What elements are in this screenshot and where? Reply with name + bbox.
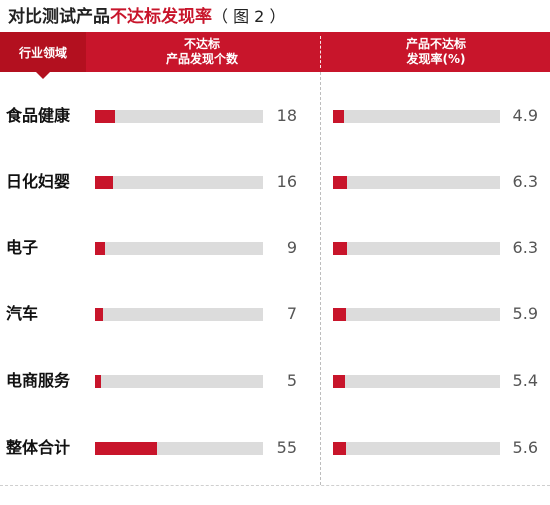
rate-bar-track xyxy=(333,110,500,123)
count-bar-track xyxy=(95,110,263,123)
count-bar xyxy=(95,110,116,123)
count-bar xyxy=(95,442,157,455)
rate-value-label: 5.4 xyxy=(512,371,538,390)
rate-bar xyxy=(333,308,347,321)
rate-bar xyxy=(333,375,345,388)
header-rate-column: 产品不达标 发现率(%) xyxy=(405,37,466,66)
count-bar xyxy=(95,176,113,189)
rate-bar-track xyxy=(333,242,500,255)
rate-bar xyxy=(333,176,347,189)
chart-title: 对比测试产品不达标发现率（ 图 2 ） xyxy=(8,4,285,30)
chart-row: 食品健康 18 4.9 xyxy=(0,96,550,136)
title-prefix: 对比测试产品 xyxy=(8,7,110,27)
rate-value-label: 5.6 xyxy=(512,438,538,457)
count-bar-track xyxy=(95,375,263,388)
chart-row: 汽车 7 5.9 xyxy=(0,294,550,334)
count-value-label: 18 xyxy=(276,106,297,125)
count-bar-track xyxy=(95,308,263,321)
category-label: 电子 xyxy=(6,238,39,257)
count-value-label: 7 xyxy=(286,304,297,323)
count-bar-track xyxy=(95,242,263,255)
category-label: 汽车 xyxy=(6,304,39,323)
rate-value-label: 4.9 xyxy=(512,106,538,125)
count-bar-track xyxy=(95,442,263,455)
title-highlight: 不达标发现率 xyxy=(110,7,212,27)
rate-value-label: 6.3 xyxy=(512,238,538,257)
table-header: 行业领域 不达标 产品发现个数 产品不达标 发现率(%) xyxy=(0,32,550,79)
chart-row: 日化妇婴 16 6.3 xyxy=(0,162,550,202)
chart-row: 电商服务 5 5.4 xyxy=(0,361,550,401)
category-label: 电商服务 xyxy=(6,371,71,390)
rate-bar-track xyxy=(333,308,500,321)
category-label: 食品健康 xyxy=(6,106,71,125)
rate-value-label: 5.9 xyxy=(512,304,538,323)
count-value-label: 16 xyxy=(276,172,297,191)
rate-bar-track xyxy=(333,176,500,189)
count-bar xyxy=(95,308,103,321)
category-label: 日化妇婴 xyxy=(6,172,71,191)
rate-value-label: 6.3 xyxy=(512,172,538,191)
chart-row: 电子 9 6.3 xyxy=(0,228,550,268)
count-value-label: 55 xyxy=(276,438,297,457)
count-bar xyxy=(95,242,106,255)
bottom-divider xyxy=(0,485,550,486)
rate-bar xyxy=(333,242,347,255)
rate-bar-track xyxy=(333,442,500,455)
rate-bar xyxy=(333,442,346,455)
count-value-label: 5 xyxy=(286,371,297,390)
count-bar-track xyxy=(95,176,263,189)
count-value-label: 9 xyxy=(286,238,297,257)
title-suffix: （ 图 2 ） xyxy=(212,7,286,26)
count-bar xyxy=(95,375,101,388)
category-label: 整体合计 xyxy=(6,438,71,457)
header-category: 行业领域 xyxy=(0,32,86,79)
header-divider xyxy=(320,36,321,68)
chart-row: 整体合计 55 5.6 xyxy=(0,428,550,468)
header-count-column: 不达标 产品发现个数 xyxy=(165,37,238,66)
rate-bar xyxy=(333,110,344,123)
column-divider xyxy=(320,72,321,485)
rate-bar-track xyxy=(333,375,500,388)
